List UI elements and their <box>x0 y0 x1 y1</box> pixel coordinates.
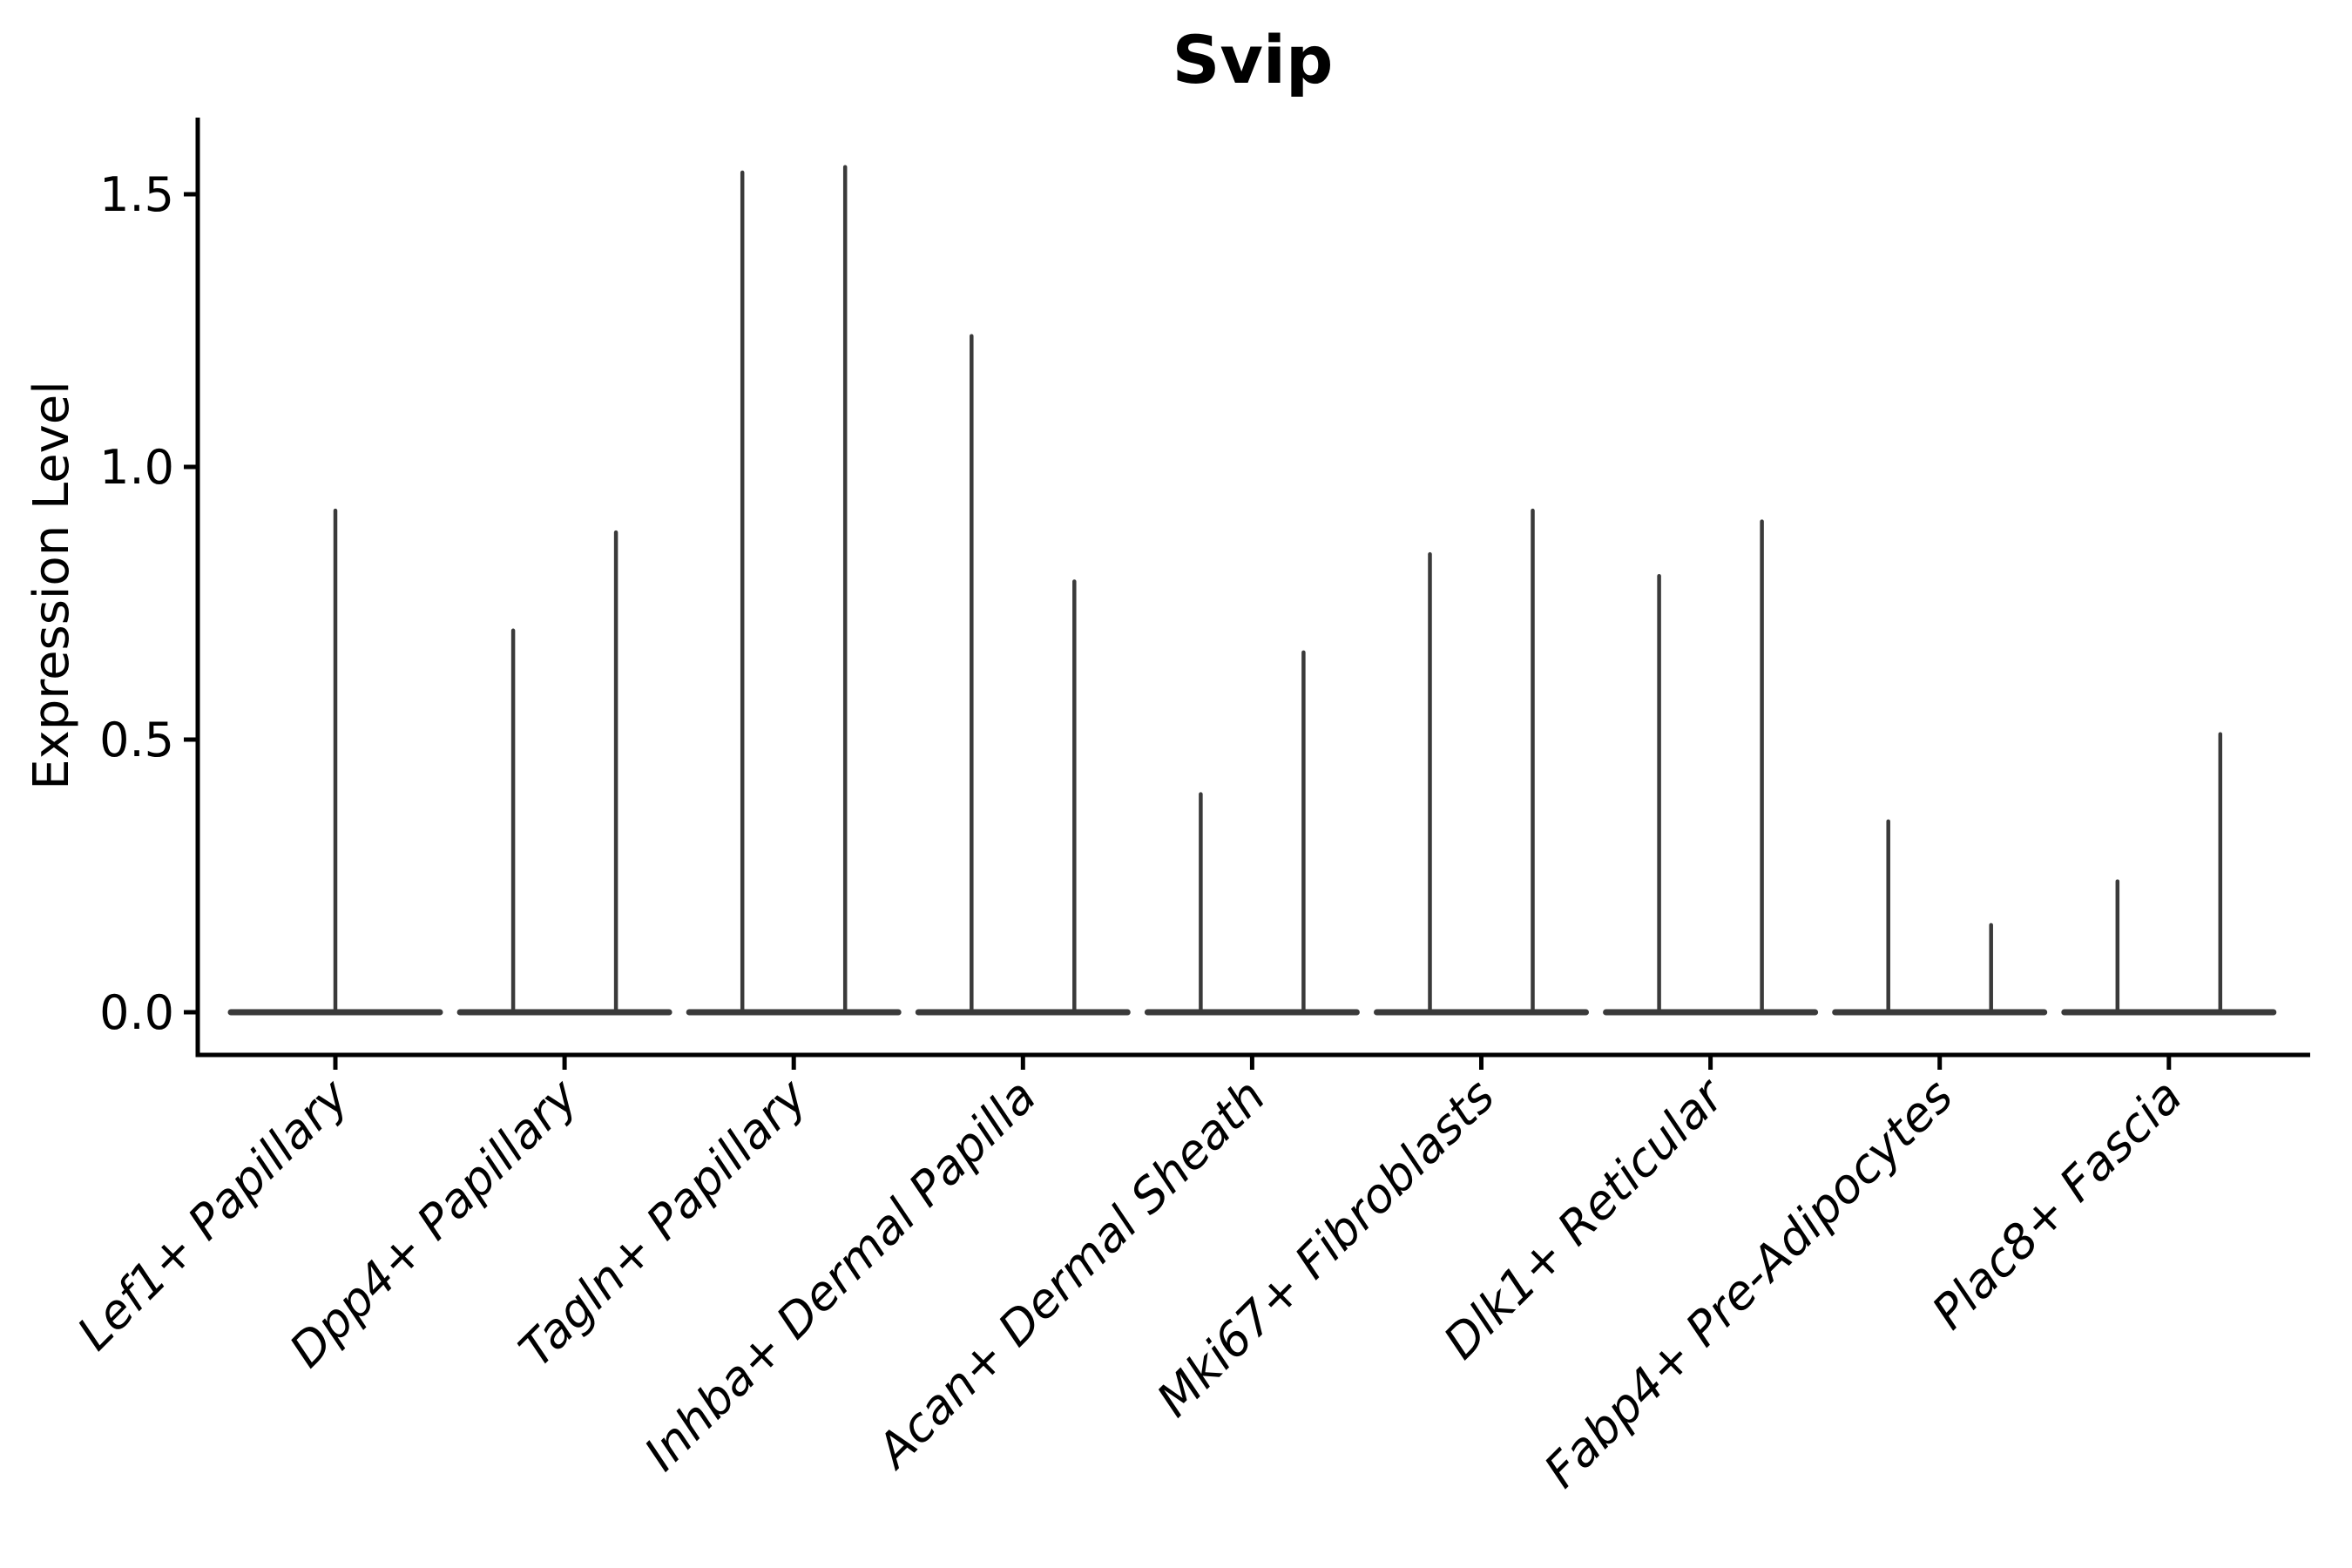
y-tick-label: 1.5 <box>99 167 174 222</box>
x-tick-label: Inhba+ Dermal Papilla <box>634 1069 1047 1482</box>
y-axis-label: Expression Level <box>24 381 80 790</box>
violins-group <box>227 165 2277 1016</box>
x-tick-label: Plac8+ Fascia <box>1922 1069 2193 1340</box>
x-tick-label: Acan+ Dermal Sheath <box>865 1069 1276 1480</box>
chart-title: Svip <box>1173 21 1334 98</box>
y-axis-ticks: 0.0 0.5 1.0 1.5 <box>99 167 198 1040</box>
x-tick-label: Fabp4+ Pre-Adipocytes <box>1534 1069 1963 1498</box>
y-tick-label: 1.0 <box>99 440 174 495</box>
y-tick-label: 0.5 <box>99 713 174 767</box>
y-tick-label: 0.0 <box>99 985 174 1040</box>
